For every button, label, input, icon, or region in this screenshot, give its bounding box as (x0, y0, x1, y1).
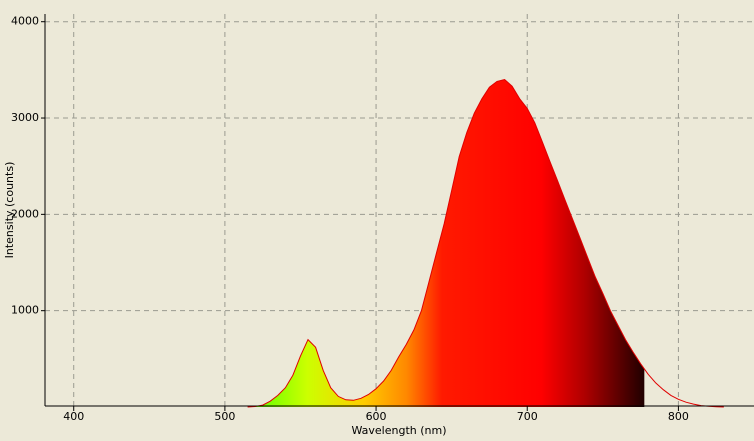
x-tick-label: 600 (366, 410, 387, 423)
x-tick-label: 700 (517, 410, 538, 423)
x-axis-label: Wavelength (nm) (351, 424, 446, 437)
spectrum-line (247, 78, 724, 408)
y-tick-label: 1000 (11, 304, 39, 317)
spectrum-fill (247, 79, 724, 407)
y-tick-label: 3000 (11, 111, 39, 124)
x-tick-label: 800 (668, 410, 689, 423)
y-tick-label: 2000 (11, 207, 39, 220)
grid (45, 14, 754, 406)
plot (247, 78, 724, 408)
x-tick-label: 500 (214, 410, 235, 423)
x-tick-label: 400 (63, 410, 84, 423)
y-tick-label: 4000 (11, 15, 39, 28)
y-axis-label: Intensity (counts) (3, 162, 16, 259)
